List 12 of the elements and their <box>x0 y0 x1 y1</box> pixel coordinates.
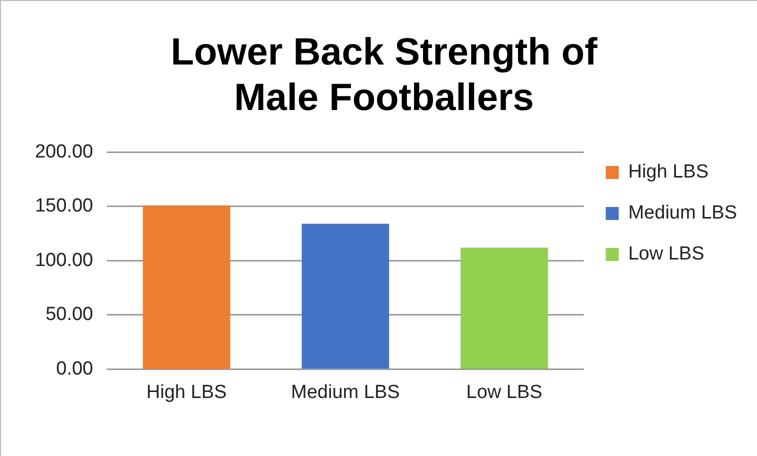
y-tick-label: 0.00 <box>56 358 94 380</box>
y-tick-label: 150.00 <box>34 196 94 217</box>
legend-label: Medium LBS <box>628 202 738 224</box>
chart-title: Lower Back Strength of Male Footballers <box>170 31 598 119</box>
y-tick-label: 100.00 <box>34 250 94 271</box>
y-tick-label: 50.00 <box>46 304 94 326</box>
legend-label: High LBS <box>628 162 709 183</box>
x-tick-label: Medium LBS <box>291 382 400 403</box>
x-tick-label: Low LBS <box>466 382 542 403</box>
x-tick-label: High LBS <box>146 382 227 403</box>
y-tick-label: 200.00 <box>34 141 94 162</box>
legend-label: Low LBS <box>628 244 704 265</box>
